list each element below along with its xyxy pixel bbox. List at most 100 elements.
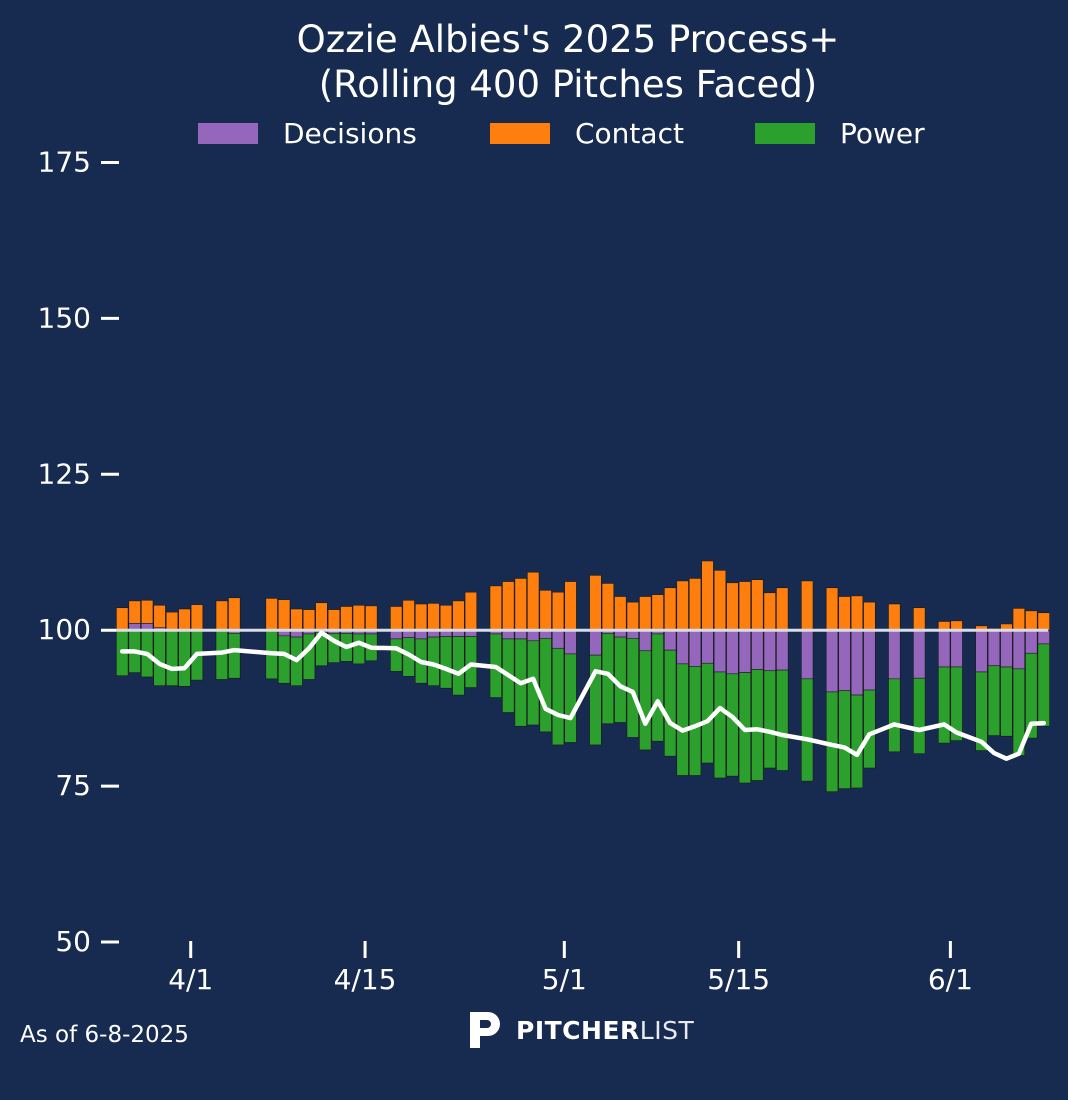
bar-contact-30 xyxy=(551,591,565,631)
y-tick-label-125: 125 xyxy=(38,457,91,490)
bar-decisions-30 xyxy=(551,629,565,649)
bar-contact-51 xyxy=(850,595,864,631)
bar-contact-32 xyxy=(589,575,602,631)
bar-power-16 xyxy=(352,633,365,665)
brand-name-light: LIST xyxy=(639,1015,695,1045)
bar-contact-1 xyxy=(128,600,141,624)
bar-decisions-39 xyxy=(676,629,689,665)
bar-contact-10 xyxy=(277,599,291,631)
bar-decisions-51 xyxy=(850,629,864,696)
pitcherlist-p-icon xyxy=(470,1012,500,1048)
bar-contact-20 xyxy=(414,603,428,631)
bar-power-58 xyxy=(987,665,1001,736)
bar-power-57 xyxy=(975,671,988,751)
bar-contact-4 xyxy=(165,611,179,631)
process-plus-line xyxy=(119,630,1047,761)
bar-contact-43 xyxy=(726,582,739,631)
chart-title: Ozzie Albies's 2025 Process+ xyxy=(297,18,840,61)
bar-power-21 xyxy=(427,636,440,686)
bar-power-32 xyxy=(589,654,602,746)
bar-contact-33 xyxy=(601,583,615,631)
bar-contact-9 xyxy=(265,598,278,631)
bar-decisions-53 xyxy=(888,629,901,680)
x-tick-label-1: 4/15 xyxy=(334,963,397,996)
x-tick-label-2: 5/1 xyxy=(542,963,587,996)
bar-power-46 xyxy=(763,670,776,769)
bars-layer xyxy=(116,560,1050,793)
x-axis: 4/1 4/15 5/1 5/15 6/1 xyxy=(168,941,973,996)
bar-contact-62 xyxy=(1037,612,1050,631)
bar-contact-19 xyxy=(402,599,415,631)
bar-power-30 xyxy=(551,647,565,746)
bar-contact-44 xyxy=(738,581,752,631)
legend-swatch-contact xyxy=(490,123,550,144)
bar-decisions-43 xyxy=(726,629,739,675)
bar-contact-47 xyxy=(776,587,789,631)
bar-decisions-47 xyxy=(776,629,789,671)
bar-decisions-57 xyxy=(975,629,988,673)
bar-power-55 xyxy=(937,666,951,744)
bar-contact-61 xyxy=(1025,610,1038,631)
bar-power-24 xyxy=(464,636,478,688)
bar-power-18 xyxy=(390,638,403,672)
bar-contact-11 xyxy=(290,608,303,631)
bar-power-41 xyxy=(701,662,714,764)
bar-contact-0 xyxy=(116,607,129,631)
bar-contact-46 xyxy=(763,592,776,631)
y-tick-label-75: 75 xyxy=(55,769,91,802)
bar-contact-50 xyxy=(838,596,851,631)
bar-contact-18 xyxy=(390,606,403,631)
bar-power-5 xyxy=(178,629,191,687)
bar-decisions-31 xyxy=(564,629,577,655)
bar-contact-8 xyxy=(228,597,241,631)
bar-decisions-59 xyxy=(1000,629,1013,668)
bar-contact-27 xyxy=(514,578,527,631)
bar-contact-38 xyxy=(664,587,677,631)
bar-decisions-50 xyxy=(838,629,851,691)
bar-decisions-42 xyxy=(713,629,727,673)
x-tick-label-4: 6/1 xyxy=(928,963,973,996)
bar-power-31 xyxy=(564,653,577,743)
y-tick-label-100: 100 xyxy=(38,613,91,646)
bar-contact-25 xyxy=(489,585,502,631)
as-of-date: As of 6-8-2025 xyxy=(20,1022,189,1048)
pitcherlist-logo: PITCHERLIST xyxy=(466,1008,694,1052)
bar-decisions-46 xyxy=(763,629,776,672)
bar-contact-52 xyxy=(863,601,876,631)
legend-label-contact: Contact xyxy=(575,117,684,150)
bar-power-40 xyxy=(688,666,702,776)
bar-contact-24 xyxy=(464,591,478,631)
legend-swatch-power xyxy=(755,123,815,144)
bar-power-48 xyxy=(801,678,814,782)
bar-power-59 xyxy=(1000,666,1013,737)
bar-power-14 xyxy=(327,633,341,663)
bar-contact-31 xyxy=(564,581,577,631)
bar-decisions-55 xyxy=(937,629,951,668)
bar-decisions-58 xyxy=(987,629,1001,667)
bar-power-42 xyxy=(713,671,727,779)
bar-contact-41 xyxy=(701,560,714,631)
bar-power-45 xyxy=(751,669,764,781)
bar-contact-35 xyxy=(626,601,639,631)
bar-contact-37 xyxy=(651,594,664,631)
bar-power-23 xyxy=(452,636,465,696)
bar-contact-23 xyxy=(452,600,465,631)
bar-decisions-45 xyxy=(751,629,764,670)
bar-power-61 xyxy=(1025,652,1038,739)
bar-contact-54 xyxy=(913,607,926,631)
bar-contact-29 xyxy=(539,589,552,631)
bar-contact-21 xyxy=(427,603,440,631)
bar-power-53 xyxy=(888,678,901,753)
legend-swatch-decisions xyxy=(198,123,258,144)
bar-power-50 xyxy=(838,690,851,789)
bar-contact-22 xyxy=(439,604,453,631)
bar-contact-60 xyxy=(1012,608,1026,631)
bar-decisions-61 xyxy=(1025,629,1038,654)
bar-decisions-38 xyxy=(664,629,677,651)
bar-decisions-44 xyxy=(738,629,752,673)
bar-contact-36 xyxy=(639,596,652,631)
bar-decisions-56 xyxy=(950,629,963,668)
y-axis: 50 75 100 125 150 175 xyxy=(38,145,119,958)
bar-power-39 xyxy=(676,663,689,776)
